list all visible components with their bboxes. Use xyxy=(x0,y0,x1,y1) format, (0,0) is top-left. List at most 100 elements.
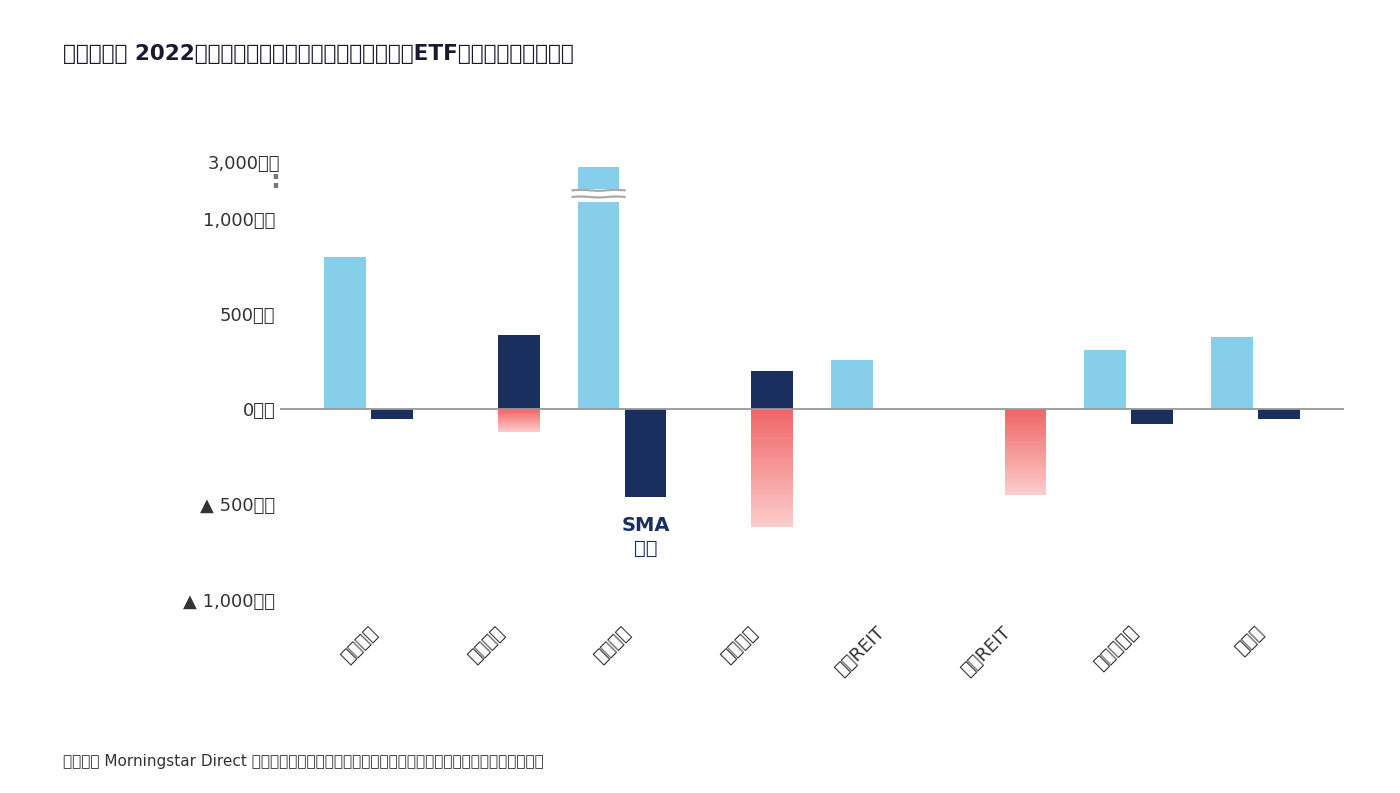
Bar xyxy=(1005,485,1046,486)
Bar xyxy=(752,415,792,416)
Bar xyxy=(752,465,792,467)
Bar xyxy=(752,445,792,446)
Bar xyxy=(1005,446,1046,448)
Bar xyxy=(752,418,792,419)
Bar xyxy=(752,440,792,442)
Bar xyxy=(1005,433,1046,434)
Bar xyxy=(1257,409,1299,419)
Bar xyxy=(1005,465,1046,467)
Bar xyxy=(1005,438,1046,439)
Bar xyxy=(752,452,792,454)
Bar xyxy=(1005,489,1046,491)
Bar xyxy=(752,507,792,508)
Bar xyxy=(752,458,792,459)
Bar xyxy=(1005,412,1046,413)
Bar xyxy=(1005,441,1046,442)
Bar xyxy=(1005,469,1046,470)
Bar xyxy=(752,423,792,425)
Bar xyxy=(752,495,792,496)
Bar xyxy=(752,409,792,411)
Bar xyxy=(752,462,792,464)
Bar xyxy=(752,483,792,485)
Bar xyxy=(1005,483,1046,484)
Bar xyxy=(752,496,792,498)
Bar xyxy=(752,514,792,515)
Bar xyxy=(752,519,792,520)
Bar xyxy=(1005,465,1046,466)
Bar xyxy=(1005,479,1046,480)
Bar xyxy=(1005,461,1046,462)
Bar xyxy=(1005,449,1046,450)
Bar xyxy=(752,421,792,423)
Bar xyxy=(752,437,792,439)
Bar xyxy=(1005,431,1046,433)
Bar xyxy=(752,412,792,414)
Bar xyxy=(752,428,792,430)
Bar xyxy=(1005,487,1046,488)
Bar xyxy=(1005,454,1046,455)
Bar xyxy=(1005,409,1046,410)
Bar xyxy=(832,360,872,409)
Bar xyxy=(1005,456,1046,458)
Bar xyxy=(1005,451,1046,452)
Bar xyxy=(752,515,792,517)
Bar xyxy=(752,521,792,523)
Bar xyxy=(578,201,619,409)
Bar xyxy=(752,468,792,469)
Bar xyxy=(752,480,792,481)
Bar xyxy=(1085,351,1126,409)
Bar xyxy=(752,466,792,468)
Bar xyxy=(1005,464,1046,465)
Bar xyxy=(752,497,792,499)
Bar xyxy=(752,416,792,418)
Bar xyxy=(1005,413,1046,415)
Bar xyxy=(1005,409,1046,438)
Bar xyxy=(1005,488,1046,489)
Bar xyxy=(1005,447,1046,449)
Bar xyxy=(752,446,792,447)
Bar xyxy=(1005,416,1046,418)
Bar xyxy=(1211,337,1253,409)
Bar xyxy=(1005,462,1046,464)
Bar xyxy=(1005,443,1046,445)
Bar xyxy=(752,447,792,449)
Bar xyxy=(1005,494,1046,495)
Bar xyxy=(325,257,367,409)
Text: （資料） Morningstar Direct より作成。各資産クラスはイボットソン分類を用いてファンドを分類。: （資料） Morningstar Direct より作成。各資産クラスはイボット… xyxy=(63,754,543,769)
Bar xyxy=(1005,468,1046,469)
Bar xyxy=(752,477,792,478)
Bar xyxy=(1005,410,1046,412)
Bar xyxy=(752,486,792,488)
Bar xyxy=(1005,440,1046,441)
Bar xyxy=(752,423,792,424)
Bar xyxy=(752,526,792,527)
Bar xyxy=(752,439,792,440)
Bar xyxy=(752,461,792,462)
Bar xyxy=(1005,439,1046,440)
Bar xyxy=(752,488,792,490)
Text: 》図表１》 2022年４月の日本籍追加型株式投信（除くETF）の推計資金流出入: 》図表１》 2022年４月の日本籍追加型株式投信（除くETF）の推計資金流出入 xyxy=(63,44,574,63)
Bar xyxy=(1005,453,1046,454)
Bar xyxy=(752,427,792,428)
Bar xyxy=(1005,470,1046,471)
Bar xyxy=(1005,482,1046,483)
Bar xyxy=(1005,415,1046,416)
Bar xyxy=(1005,450,1046,451)
Bar xyxy=(752,419,792,421)
Bar xyxy=(752,435,792,437)
Bar xyxy=(752,504,792,505)
Bar xyxy=(1005,490,1046,492)
Text: SMA
専用: SMA 専用 xyxy=(622,515,669,558)
Bar xyxy=(752,411,792,412)
Bar xyxy=(752,464,792,465)
Bar xyxy=(752,509,792,511)
Bar xyxy=(1005,427,1046,428)
Bar xyxy=(1005,436,1046,437)
Bar xyxy=(1005,419,1046,420)
Bar xyxy=(752,430,792,431)
Bar xyxy=(752,512,792,514)
Bar xyxy=(1005,428,1046,430)
Bar xyxy=(1005,434,1046,435)
Bar xyxy=(752,459,792,461)
Bar xyxy=(752,485,792,486)
